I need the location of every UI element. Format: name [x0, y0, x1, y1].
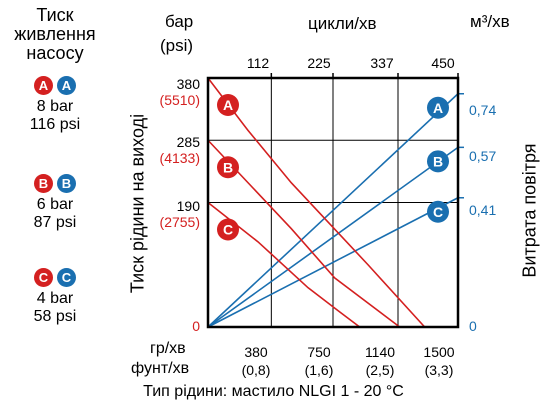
- air-badge-b-circle: [427, 150, 449, 173]
- bottom-tick-380: 380 (0,8): [234, 343, 278, 379]
- left-tick-285-psi: (4133): [159, 150, 200, 166]
- left-tick-190: 190 (2755): [140, 198, 200, 230]
- bottom-unit-lb: фунт/хв: [131, 360, 190, 377]
- top-tick-225: 225: [307, 55, 331, 71]
- legend-title: Тиск живлення насосу: [14, 5, 96, 63]
- bottom-tick-380-value: 380: [244, 344, 268, 360]
- right-tick-041: 0,41: [469, 202, 497, 218]
- bottom-unit-g: гр/хв: [150, 340, 186, 357]
- pressure-badge-b-circle: [217, 156, 239, 179]
- left-tick-285: 285 (4133): [140, 134, 200, 166]
- bottom-tick-1140-sub: (2,5): [365, 362, 395, 378]
- left-tick-0: 0: [192, 318, 200, 334]
- pressure-badge-a-circle: [217, 94, 239, 116]
- left-tick-190-psi: (2755): [159, 214, 200, 230]
- bottom-tick-750-sub: (1,6): [304, 362, 334, 378]
- bottom-tick-1500: 1500 (3,3): [417, 343, 461, 379]
- legend-psi-a: 116 psi: [29, 116, 81, 133]
- legend-group-a: A A 8 bar 116 psi: [0, 76, 110, 134]
- bottom-tick-750: 750 (1,6): [297, 343, 341, 379]
- pressure-line-b: [207, 139, 401, 328]
- plot-frame: [206, 76, 460, 329]
- pressure-line-c: [207, 201, 361, 328]
- left-tick-380: 380 (5510): [140, 76, 200, 108]
- bottom-tick-1140-value: 1140: [364, 344, 396, 360]
- air-badge-a-label: A: [433, 100, 443, 116]
- right-axis-unit: м³/хв: [470, 12, 510, 31]
- legend-badge-red-c: C: [34, 268, 53, 287]
- legend-psi-c: 58 psi: [33, 308, 77, 325]
- air-badge-c-circle: [427, 200, 449, 223]
- top-tick-112: 112: [246, 55, 270, 71]
- air-badge-c-label: C: [433, 204, 443, 220]
- legend-badge-blue-c: C: [57, 268, 76, 287]
- air-line-c: [207, 197, 459, 328]
- bottom-tick-750-value: 750: [307, 344, 331, 360]
- pressure-badge-c-circle: [217, 218, 239, 241]
- pressure-badge-a-label: A: [223, 97, 233, 113]
- pressure-badge-b-label: B: [223, 159, 233, 175]
- chart-footer: Тип рідини: мастило NLGI 1 - 20 °C: [143, 383, 404, 400]
- right-tick-074: 0,74: [469, 102, 497, 118]
- legend-badge-red-b: B: [34, 174, 53, 193]
- bottom-tick-1500-value: 1500: [423, 344, 455, 360]
- left-tick-380-psi: (5510): [159, 92, 200, 108]
- top-tick-450: 450: [431, 55, 455, 71]
- legend-badge-red-a: A: [34, 76, 53, 95]
- legend-group-b: B B 6 bar 87 psi: [0, 174, 110, 232]
- left-tick-190-bar: 190: [176, 198, 200, 214]
- air-line-b: [207, 146, 459, 328]
- right-tick-057: 0,57: [469, 148, 497, 164]
- legend-group-c: C C 4 bar 58 psi: [0, 268, 110, 326]
- air-line-a: [207, 93, 459, 328]
- left-unit-psi: (psi): [160, 36, 194, 55]
- top-axis-unit: цикли/хв: [308, 14, 377, 33]
- air-badge-a-circle: [427, 96, 449, 119]
- left-tick-285-bar: 285: [176, 134, 200, 150]
- bottom-tick-1140: 1140 (2,5): [358, 343, 402, 379]
- legend-badge-blue-a: A: [57, 76, 76, 95]
- left-tick-380-bar: 380: [176, 76, 200, 92]
- air-badge-b-label: B: [433, 153, 443, 169]
- legend-psi-b: 87 psi: [33, 214, 77, 231]
- left-unit-bar: бар: [165, 12, 194, 31]
- legend-badge-blue-b: B: [57, 174, 76, 193]
- top-tick-337: 337: [370, 55, 394, 71]
- bottom-tick-380-sub: (0,8): [241, 362, 271, 378]
- right-tick-0: 0: [469, 318, 477, 334]
- legend-bar-a: 8 bar: [36, 98, 74, 115]
- legend-bar-c: 4 bar: [36, 290, 74, 307]
- legend-bar-b: 6 bar: [36, 196, 74, 213]
- pressure-badge-c-label: C: [223, 222, 233, 238]
- bottom-tick-1500-sub: (3,3): [424, 362, 454, 378]
